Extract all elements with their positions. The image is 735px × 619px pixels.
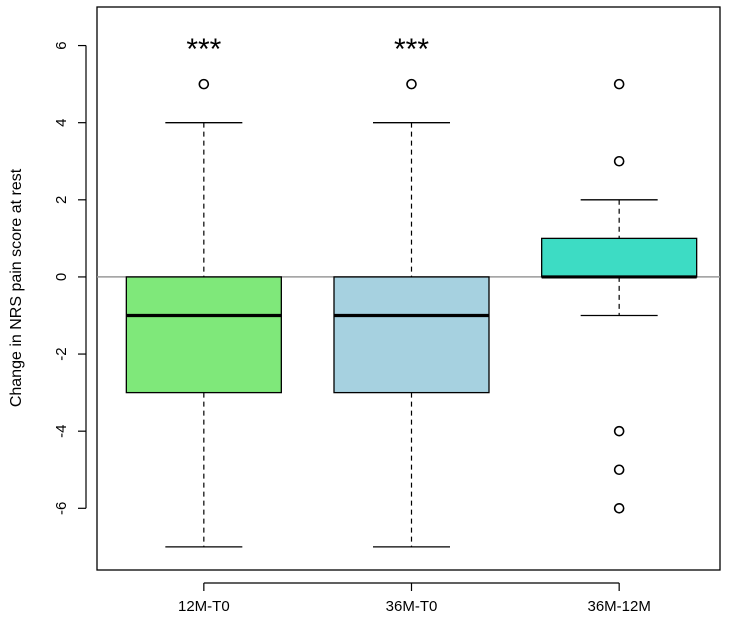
x-tick-label: 36M-12M <box>587 598 650 615</box>
box-12M-T0: *** <box>125 33 282 548</box>
outlier-point <box>613 155 625 167</box>
outlier-point <box>198 78 210 90</box>
outlier-point <box>613 78 625 90</box>
y-axis-title: Change in NRS pain score at rest <box>8 168 25 407</box>
y-axis: -6 -4 -2 0 2 4 6 <box>53 41 87 515</box>
box-body <box>333 276 490 394</box>
plot-frame <box>96 6 721 571</box>
outlier-point <box>613 425 625 437</box>
box-36M-12M <box>541 78 698 514</box>
y-tick-label: 6 <box>53 41 70 49</box>
significance-label: *** <box>186 33 221 66</box>
y-tick-label: -6 <box>53 502 70 515</box>
x-tick-label: 12M-T0 <box>178 598 230 615</box>
outlier-point <box>613 503 625 514</box>
y-tick-label: -2 <box>53 347 70 360</box>
box-36M-T0: *** <box>333 33 490 548</box>
significance-label: *** <box>394 33 429 66</box>
boxes: *** *** <box>125 33 698 548</box>
x-axis: 12M-T0 36M-T0 36M-12M <box>178 582 651 615</box>
y-tick-label: 0 <box>53 273 70 281</box>
y-tick-label: -4 <box>53 425 70 438</box>
outlier-point <box>613 464 625 476</box>
box-body <box>125 276 282 394</box>
x-tick-label: 36M-T0 <box>386 598 438 615</box>
box-body <box>541 237 698 278</box>
y-tick-label: 4 <box>53 119 70 127</box>
outlier-point <box>406 78 417 90</box>
y-tick-label: 2 <box>53 196 70 204</box>
